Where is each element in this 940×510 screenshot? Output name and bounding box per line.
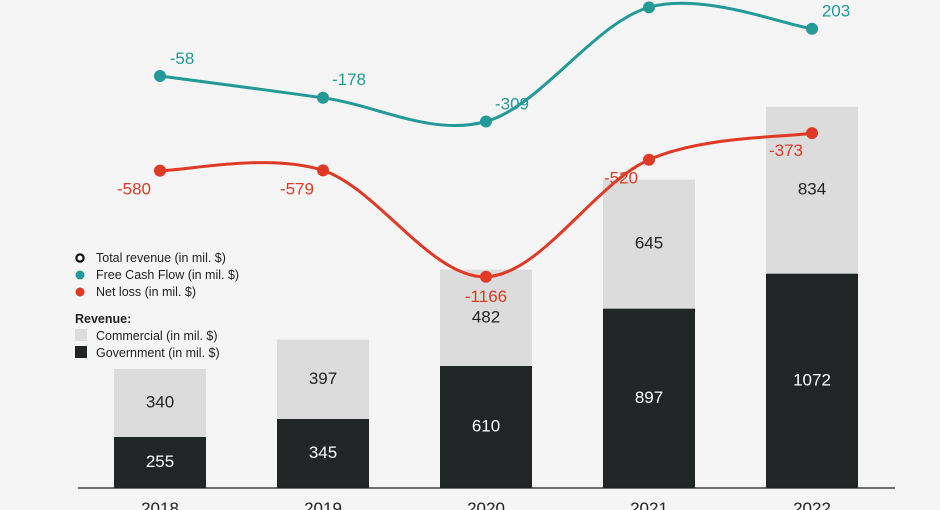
bar-government-2018 bbox=[114, 437, 206, 488]
point-label-net-loss-2022: -373 bbox=[769, 141, 803, 160]
legend-label-total-revenue: Total revenue (in mil. $) bbox=[96, 251, 226, 265]
point-free-cash-flow-2022 bbox=[806, 22, 818, 35]
bar-government-2022 bbox=[766, 273, 858, 488]
bar-government-2019 bbox=[277, 419, 369, 488]
bar-label-government-2019: 345 bbox=[309, 443, 337, 462]
legend: Total revenue (in mil. $) Free Cash Flow … bbox=[75, 251, 239, 360]
point-net-loss-2021 bbox=[643, 153, 655, 166]
legend-group-title: Revenue: bbox=[75, 312, 131, 326]
bar-label-commercial-2019: 397 bbox=[309, 369, 337, 388]
x-tick-2020: 2020 bbox=[467, 499, 505, 510]
bar-label-government-2021: 897 bbox=[635, 388, 663, 407]
legend-label-free-cash-flow: Free Cash Flow (in mil. $) bbox=[96, 268, 239, 282]
bar-commercial-2018 bbox=[114, 369, 206, 437]
lines-layer: 595742-58-178-309203-580-579-1166-520-37… bbox=[117, 1, 850, 306]
bar-commercial-2019 bbox=[277, 339, 369, 419]
x-tick-labels: 2018 2019 2020 2021 2022 bbox=[141, 499, 831, 510]
legend-symbol-free-cash-flow bbox=[75, 270, 85, 280]
bar-commercial-2020 bbox=[440, 269, 532, 366]
bar-label-commercial-2018: 340 bbox=[146, 392, 174, 411]
x-tick-2018: 2018 bbox=[141, 499, 179, 510]
point-free-cash-flow-2018 bbox=[154, 70, 166, 83]
point-free-cash-flow-2021 bbox=[643, 1, 655, 14]
point-label-free-cash-flow-2019: -178 bbox=[332, 70, 366, 89]
point-net-loss-2019 bbox=[317, 164, 329, 177]
point-free-cash-flow-2020 bbox=[480, 115, 492, 128]
point-net-loss-2020 bbox=[480, 270, 492, 283]
point-label-net-loss-2018: -580 bbox=[117, 180, 151, 199]
legend-swatch-commercial bbox=[75, 329, 87, 341]
point-free-cash-flow-2019 bbox=[317, 91, 329, 104]
bar-label-commercial-2020: 482 bbox=[472, 307, 500, 326]
legend-label-net-loss: Net loss (in mil. $) bbox=[96, 285, 196, 299]
point-label-net-loss-2020: -1166 bbox=[465, 287, 507, 306]
bar-commercial-2021 bbox=[603, 179, 695, 309]
point-label-free-cash-flow-2018: -58 bbox=[170, 49, 195, 68]
bar-government-2020 bbox=[440, 366, 532, 488]
point-label-net-loss-2019: -579 bbox=[280, 179, 314, 198]
legend-swatch-government bbox=[75, 346, 87, 358]
point-label-free-cash-flow-2022: 203 bbox=[822, 2, 850, 21]
point-label-net-loss-2021: -520 bbox=[604, 169, 638, 188]
x-tick-2021: 2021 bbox=[630, 499, 668, 510]
x-tick-2022: 2022 bbox=[793, 499, 831, 510]
legend-label-government: Government (in mil. $) bbox=[96, 346, 220, 360]
point-net-loss-2022 bbox=[806, 127, 818, 140]
bar-label-commercial-2022: 834 bbox=[798, 180, 826, 199]
point-net-loss-2018 bbox=[154, 164, 166, 177]
legend-label-commercial: Commercial (in mil. $) bbox=[96, 329, 218, 343]
bar-label-government-2022: 1072 bbox=[793, 370, 831, 389]
bar-label-commercial-2021: 645 bbox=[635, 234, 663, 253]
bar-label-government-2018: 255 bbox=[146, 452, 174, 471]
point-label-free-cash-flow-2020: -309 bbox=[495, 94, 529, 113]
legend-symbol-net-loss bbox=[75, 287, 85, 297]
x-tick-2019: 2019 bbox=[304, 499, 342, 510]
bars-layer: 255 340 345 397 610 482 897 645 1072 834 bbox=[114, 106, 858, 488]
bar-government-2021 bbox=[603, 308, 695, 488]
bar-label-government-2020: 610 bbox=[472, 416, 500, 435]
legend-symbol-total-revenue bbox=[75, 253, 85, 263]
